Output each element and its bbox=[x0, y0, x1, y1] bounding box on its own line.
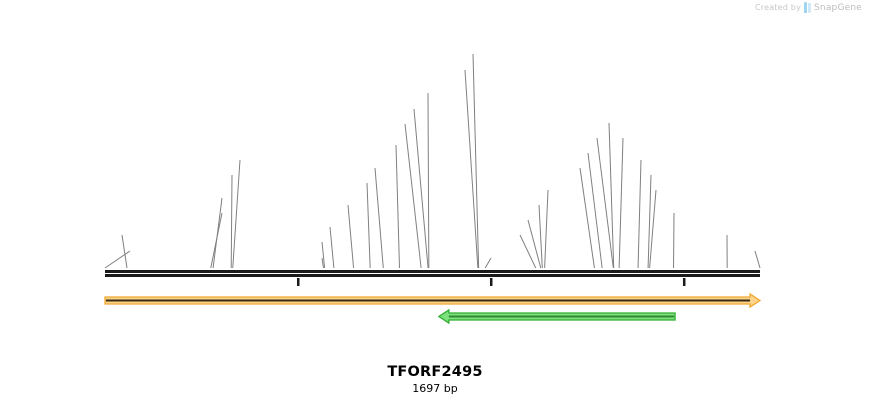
snapgene-logo-icon bbox=[804, 2, 811, 13]
restriction-site-label[interactable] bbox=[623, 125, 630, 138]
terminal-label-end[interactable] bbox=[755, 238, 762, 251]
restriction-site-label[interactable] bbox=[641, 147, 648, 160]
restriction-site-label[interactable] bbox=[323, 214, 330, 227]
restriction-site-label[interactable] bbox=[656, 177, 663, 190]
restriction-site-label[interactable] bbox=[315, 245, 322, 258]
snapgene-watermark: Created by SnapGene bbox=[755, 2, 862, 13]
restriction-site-label[interactable] bbox=[360, 170, 367, 183]
axis-tick-mark bbox=[682, 278, 686, 286]
axis-tick-mark bbox=[296, 278, 300, 286]
restriction-site-label[interactable] bbox=[458, 57, 465, 70]
restriction-site-label[interactable] bbox=[674, 200, 681, 213]
restriction-site-label[interactable] bbox=[215, 200, 222, 213]
restriction-site-label[interactable] bbox=[651, 162, 658, 175]
restriction-site-label[interactable] bbox=[215, 185, 222, 198]
restriction-site-label[interactable] bbox=[466, 41, 473, 54]
restriction-site-label[interactable] bbox=[602, 110, 609, 123]
watermark-brand: SnapGene bbox=[814, 2, 862, 13]
restriction-site-label[interactable] bbox=[581, 140, 588, 153]
feature-core-line bbox=[106, 299, 750, 302]
restriction-site-label[interactable] bbox=[532, 192, 539, 205]
restriction-site-label[interactable] bbox=[398, 111, 405, 124]
restriction-site-label[interactable] bbox=[513, 222, 520, 235]
restriction-site-label[interactable] bbox=[115, 222, 122, 235]
restriction-site-label[interactable] bbox=[341, 192, 348, 205]
restriction-site-label[interactable] bbox=[233, 147, 240, 160]
sequence-backbone-top bbox=[105, 270, 760, 273]
map-title-block: TFORF2495 1697 bp bbox=[0, 364, 870, 396]
page-title: TFORF2495 bbox=[387, 364, 483, 380]
restriction-site-label[interactable] bbox=[573, 155, 580, 168]
feature-arrow-forward[interactable] bbox=[104, 292, 762, 309]
restriction-site-label[interactable] bbox=[484, 245, 491, 258]
sequence-length-label: 1697 bp bbox=[412, 382, 458, 395]
restriction-site-label[interactable] bbox=[421, 80, 428, 93]
restriction-site-labels bbox=[0, 0, 870, 270]
restriction-site-label[interactable] bbox=[407, 96, 414, 109]
restriction-site-label[interactable] bbox=[389, 132, 396, 145]
sequence-backbone-bottom bbox=[105, 274, 760, 277]
feature-core-line bbox=[448, 315, 675, 318]
feature-arrow-reverse[interactable] bbox=[437, 308, 676, 325]
restriction-site-label[interactable] bbox=[590, 125, 597, 138]
restriction-site-label[interactable] bbox=[368, 155, 375, 168]
restriction-site-label[interactable] bbox=[727, 222, 734, 235]
restriction-site-label[interactable] bbox=[521, 207, 528, 220]
watermark-prefix: Created by bbox=[754, 3, 801, 12]
restriction-site-label[interactable] bbox=[541, 177, 548, 190]
terminal-label-start[interactable] bbox=[93, 238, 100, 251]
axis-tick-mark bbox=[489, 278, 493, 286]
restriction-site-label[interactable] bbox=[225, 162, 232, 175]
restriction-site-label[interactable] bbox=[315, 229, 322, 242]
